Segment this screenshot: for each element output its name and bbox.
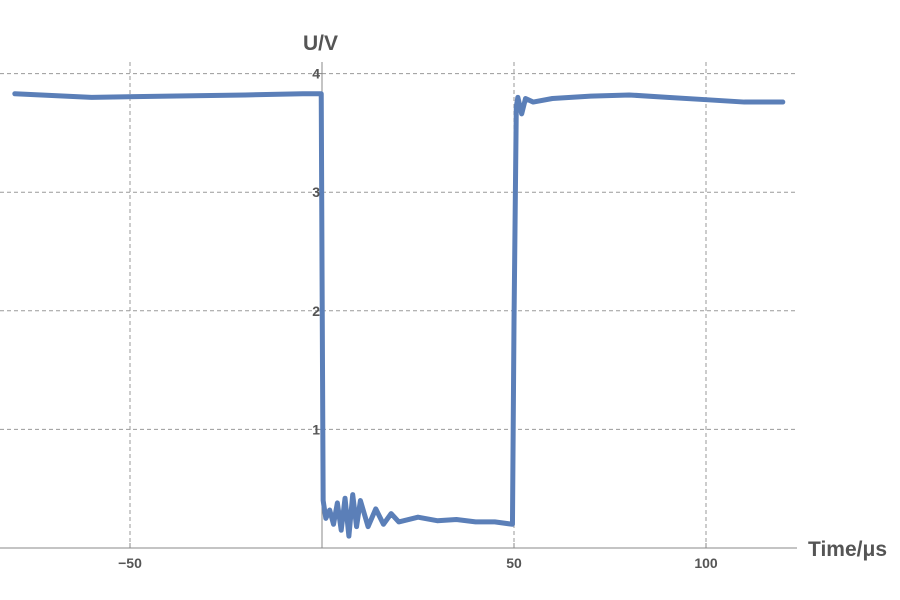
x-tick-label: −50 [118, 555, 142, 571]
tick-labels: −50 50 100 1 2 3 4 [118, 66, 718, 571]
y-tick-label: 4 [312, 66, 320, 82]
data-series [12, 91, 786, 539]
grid-lines [0, 62, 797, 548]
y-tick-label: 3 [312, 184, 320, 200]
x-tick-label: 100 [694, 555, 718, 571]
y-axis-label: U/V [303, 32, 338, 55]
series-line [12, 91, 786, 539]
y-tick-label: 1 [312, 421, 320, 437]
axes [0, 62, 797, 549]
x-axis-label: Time/μs [808, 538, 887, 561]
y-tick-label: 2 [312, 303, 320, 319]
x-tick-label: 50 [506, 555, 522, 571]
